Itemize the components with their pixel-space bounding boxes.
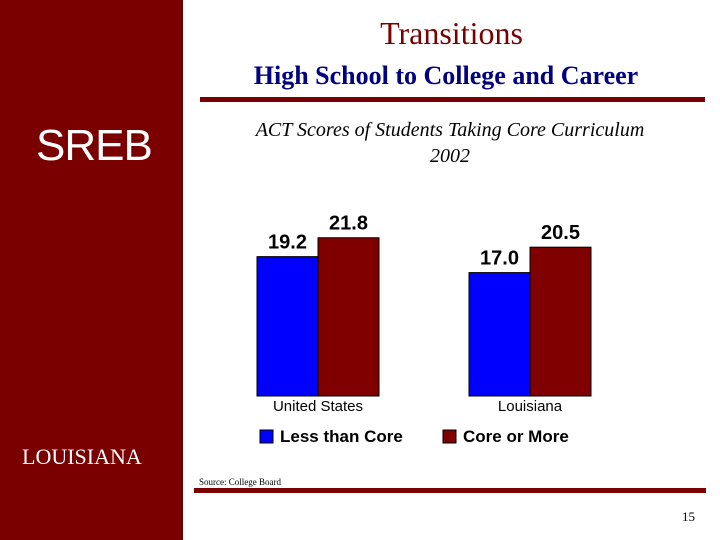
chart-title-block: ACT Scores of Students Taking Core Curri… [210, 117, 690, 169]
sidebar-edge [181, 0, 183, 540]
slide-title: Transitions [380, 15, 523, 51]
legend-swatch [442, 429, 457, 444]
top-divider [200, 97, 705, 102]
data-label: 21.8 [329, 213, 368, 235]
slide-subtitle: High School to College and Career [253, 61, 639, 90]
chart-title: ACT Scores of Students Taking Core Curri… [255, 119, 645, 141]
legend-label: Less than Core [280, 427, 403, 446]
data-label: 19.2 [268, 232, 307, 254]
bar [317, 237, 380, 397]
bar [256, 256, 319, 397]
chart-year: 2002 [430, 145, 470, 167]
legend-swatch [259, 429, 274, 444]
category-label: United States [273, 398, 363, 415]
sreb-logo: SREB [36, 121, 153, 170]
bottom-divider [194, 488, 706, 493]
category-label: Louisiana [498, 398, 563, 415]
page-number: 15 [682, 509, 695, 524]
bar [468, 272, 531, 397]
sidebar [0, 0, 181, 540]
legend-label: Core or More [463, 427, 569, 446]
state-label: LOUISIANA [22, 444, 142, 469]
source-note: Source: College Board [199, 477, 281, 487]
data-label: 20.5 [541, 222, 580, 244]
bar [529, 246, 592, 397]
data-label: 17.0 [480, 248, 519, 270]
